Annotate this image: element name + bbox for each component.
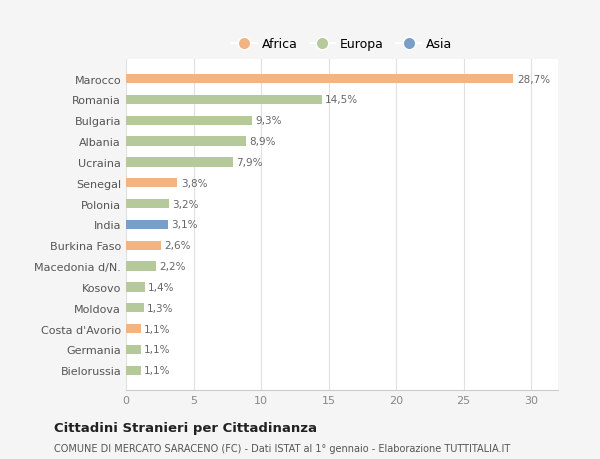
Bar (126, 220, 168, 230)
Text: 3,2%: 3,2% (173, 199, 199, 209)
Bar (126, 303, 143, 313)
Bar (126, 283, 145, 292)
Bar (126, 158, 233, 167)
Text: 3,8%: 3,8% (181, 179, 207, 188)
Bar (126, 345, 141, 354)
Legend: Africa, Europa, Asia: Africa, Europa, Asia (227, 33, 458, 56)
Bar (126, 179, 178, 188)
Bar (126, 116, 251, 126)
Text: 1,1%: 1,1% (144, 365, 171, 375)
Text: COMUNE DI MERCATO SARACENO (FC) - Dati ISTAT al 1° gennaio - Elaborazione TUTTIT: COMUNE DI MERCATO SARACENO (FC) - Dati I… (54, 443, 510, 453)
Text: 28,7%: 28,7% (517, 74, 550, 84)
Text: 1,4%: 1,4% (148, 282, 175, 292)
Bar (126, 75, 514, 84)
Bar (126, 200, 169, 209)
Text: 9,3%: 9,3% (255, 116, 281, 126)
Bar (126, 262, 156, 271)
Text: 8,9%: 8,9% (250, 137, 276, 147)
Text: 2,2%: 2,2% (159, 262, 185, 271)
Bar (126, 324, 141, 334)
Text: 1,1%: 1,1% (144, 345, 171, 355)
Bar (126, 137, 246, 146)
Text: 2,6%: 2,6% (164, 241, 191, 251)
Bar (126, 241, 161, 250)
Text: 3,1%: 3,1% (171, 220, 198, 230)
Text: Cittadini Stranieri per Cittadinanza: Cittadini Stranieri per Cittadinanza (54, 421, 317, 434)
Text: 1,3%: 1,3% (147, 303, 173, 313)
Text: 14,5%: 14,5% (325, 95, 358, 105)
Bar (126, 366, 141, 375)
Text: 7,9%: 7,9% (236, 157, 263, 168)
Text: 1,1%: 1,1% (144, 324, 171, 334)
Bar (126, 95, 322, 105)
